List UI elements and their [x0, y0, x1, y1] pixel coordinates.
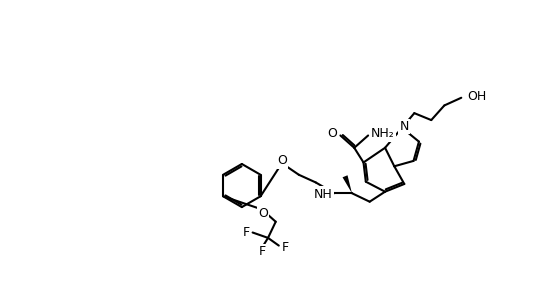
Text: O: O [277, 154, 287, 168]
Text: F: F [282, 241, 289, 254]
Text: OH: OH [467, 90, 487, 103]
Text: NH: NH [314, 188, 333, 201]
Text: N: N [400, 120, 409, 133]
Text: NH₂: NH₂ [371, 127, 395, 140]
Text: O: O [327, 127, 337, 140]
Text: F: F [258, 245, 265, 258]
Text: F: F [243, 226, 250, 239]
Polygon shape [343, 175, 352, 193]
Text: O: O [258, 207, 268, 220]
